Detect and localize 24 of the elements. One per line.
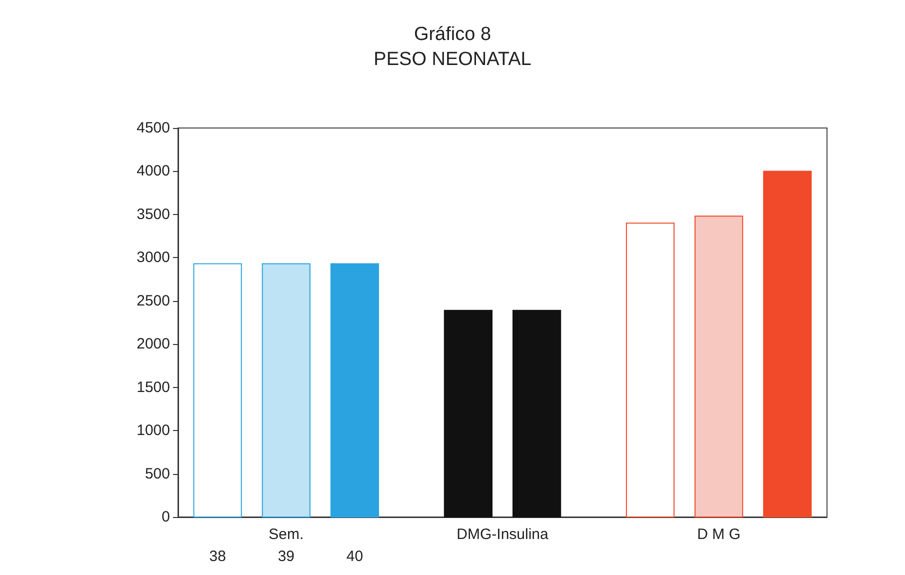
text: 40: [346, 548, 364, 565]
bar: [193, 263, 242, 518]
text: 38: [209, 548, 226, 565]
bar: [262, 263, 310, 518]
y-tick-label: 1500: [136, 378, 170, 396]
x-tick-label: DMG-Insulina: [456, 526, 549, 543]
text: 39: [278, 548, 295, 565]
y-tick-label: 3500: [136, 206, 170, 223]
x-tick-label: Sem.: [268, 526, 304, 543]
y-tick-label: 500: [144, 465, 170, 482]
x-tick-label: D M G: [697, 526, 741, 543]
bar: [626, 222, 675, 518]
y-tick-label: 3000: [136, 249, 170, 266]
y-tick-label: 0: [162, 508, 170, 526]
y-tick-label: 2000: [136, 336, 170, 353]
y-tick-label: 4500: [136, 120, 170, 136]
y-tick-label: 4000: [136, 162, 170, 180]
bar: [330, 263, 380, 518]
y-tick-label: 2500: [136, 292, 170, 310]
bar: [763, 170, 812, 518]
chart-title: Gráfico 8: [414, 24, 492, 45]
y-tick-label: 1000: [136, 422, 170, 440]
bar: [694, 216, 744, 518]
chart-subtitle: PESO NEONATAL: [374, 49, 532, 70]
